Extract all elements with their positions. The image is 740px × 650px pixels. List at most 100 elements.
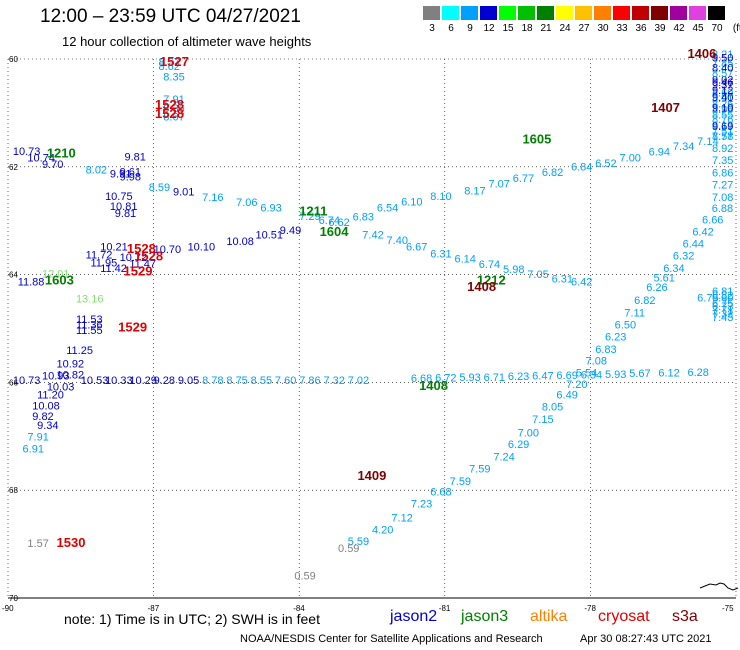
wave-height-label: 5.93 xyxy=(459,372,480,384)
wave-height-label: 9.81 xyxy=(124,151,145,163)
latitude-tick-label: 60 xyxy=(9,55,18,64)
colorbar-label: 9 xyxy=(467,23,473,34)
colorbar-label: 27 xyxy=(578,23,590,34)
wave-height-label: 10.03 xyxy=(47,381,75,393)
wave-height-label: 7.86 xyxy=(299,375,320,387)
wave-height-label: 8.10 xyxy=(430,191,451,203)
colorbar-swatch-30 xyxy=(594,6,612,20)
wave-height-label: 6.31 xyxy=(430,248,451,260)
longitude-tick-label: -87 xyxy=(148,604,160,613)
generation-timestamp: Apr 30 08:27:43 UTC 2021 xyxy=(580,633,712,645)
wave-height-label: 10.92 xyxy=(57,358,85,370)
wave-height-label: 6.31 xyxy=(552,274,573,286)
colorbar-label: 42 xyxy=(673,23,685,34)
longitude-tick-label: -78 xyxy=(584,604,596,613)
wave-height-label: 6.12 xyxy=(658,367,679,379)
latitude-tick-label: 64 xyxy=(9,271,18,280)
wave-height-label: 9.50 xyxy=(712,53,733,65)
wave-height-label: 8.98 xyxy=(712,104,733,116)
wave-height-label: 10.08 xyxy=(32,400,60,412)
wave-height-label: 8.05 xyxy=(542,401,563,413)
wave-height-label: 8.21 xyxy=(712,49,733,61)
wave-height-label: 10.08 xyxy=(226,236,254,248)
longitude-tick-label: -81 xyxy=(439,604,451,613)
wave-height-label: 8.76 xyxy=(712,114,733,126)
graticule-grid xyxy=(7,58,737,599)
pass-time-label: 1527 xyxy=(160,54,189,69)
wave-height-label: 6.68 xyxy=(411,373,432,385)
wave-height-label: 6.42 xyxy=(692,226,713,238)
colorbar-label: 70 xyxy=(711,23,723,34)
colorbar-label: 21 xyxy=(540,23,552,34)
pass-time-label: 1529 xyxy=(118,320,147,335)
wave-height-label: 6.93 xyxy=(260,203,281,215)
wave-height-label: 8.69 xyxy=(712,88,733,100)
pass-time-label: 1605 xyxy=(522,132,551,147)
pass-time-label: 1409 xyxy=(357,468,386,483)
colorbar-swatch-9 xyxy=(461,6,479,20)
wave-height-label: 9.05 xyxy=(178,375,199,387)
colorbar-label: 36 xyxy=(635,23,647,34)
wave-height-label: 9.28 xyxy=(154,375,175,387)
colorbar-swatch-36 xyxy=(632,6,650,20)
latitude-tick-label: 70 xyxy=(9,594,18,603)
wave-height-label: 8.67 xyxy=(163,111,184,123)
wave-height-label: 9.61 xyxy=(120,166,141,178)
pass-time-label: 1408 xyxy=(467,279,496,294)
wave-height-label: 7.08 xyxy=(712,192,733,204)
wave-height-label: 7.05 xyxy=(527,269,548,281)
colorbar-swatch-42 xyxy=(670,6,688,20)
axis-ticks: 60 62 64 66 68 70-90 -87 -84 -81 -78 -75 xyxy=(2,55,734,613)
colorbar-swatch-15 xyxy=(499,6,517,20)
colorbar-label: 33 xyxy=(616,23,628,34)
wave-height-label: 10.74 xyxy=(27,152,55,164)
wave-height-label: 11.72 xyxy=(86,249,113,261)
wave-height-label: 5.59 xyxy=(348,536,369,548)
colorbar-swatch-18 xyxy=(518,6,536,20)
wave-height-label: 7.23 xyxy=(411,498,432,510)
pass-time-label: 1528 xyxy=(155,97,184,112)
colorbar-swatch-70 xyxy=(708,6,726,20)
colorbar-swatch-12 xyxy=(480,6,498,20)
wave-height-label: 9.69 xyxy=(712,121,733,133)
wave-height-label: 7.12 xyxy=(391,512,412,524)
footer-note: note: 1) Time is in UTC; 2) SWH is in fe… xyxy=(64,611,320,627)
wave-height-label: 7.02 xyxy=(348,375,369,387)
pass-time-label: 1528 xyxy=(134,249,163,264)
wave-height-label: 6.73 xyxy=(712,301,733,313)
wave-height-label: 6.26 xyxy=(646,282,667,294)
wave-height-label: 7.91 xyxy=(163,94,184,106)
wave-height-label: 7.11 xyxy=(624,308,645,320)
wave-height-label: 10.53 xyxy=(81,375,109,387)
wave-height-label: 6.32 xyxy=(673,251,694,263)
wave-height-label: 6.23 xyxy=(508,371,529,383)
wave-height-label: 11.55 xyxy=(76,325,103,337)
wave-height-label: 9.82 xyxy=(32,411,53,423)
wave-height-label: 10.82 xyxy=(57,370,85,382)
wave-height-label: 7.29 xyxy=(299,211,320,223)
colorbar-swatch-3 xyxy=(423,6,441,20)
wave-height-label: 8.78 xyxy=(712,131,733,143)
wave-height-label: 7.08 xyxy=(586,356,607,368)
wave-height-label: 6.44 xyxy=(683,239,704,251)
wave-height-label: 12.01 xyxy=(42,268,70,280)
wave-height-label: 7.32 xyxy=(323,375,344,387)
wave-height-label: 9.70 xyxy=(42,159,63,171)
wave-height-label: 8.35 xyxy=(163,72,184,84)
wave-height-label: 7.57 xyxy=(712,131,733,143)
wave-height-label: 6.34 xyxy=(581,370,602,382)
wave-height-label: 8.55 xyxy=(251,375,272,387)
wave-height-label: 6.83 xyxy=(353,212,374,224)
wave-height-label: 8.92 xyxy=(712,143,733,155)
wave-height-label: 7.40 xyxy=(387,235,408,247)
colorbar-label: 3 xyxy=(429,23,435,34)
wave-height-label: 11.95 xyxy=(91,258,118,270)
wave-height-label: 6.84 xyxy=(571,162,592,174)
wave-height-label: 6.82 xyxy=(634,295,655,307)
wave-height-label: 5.93 xyxy=(605,369,626,381)
wave-height-label: 7.24 xyxy=(493,452,514,464)
wave-height-label: 5.67 xyxy=(629,368,650,380)
latitude-tick-label: 62 xyxy=(9,163,18,172)
wave-height-label: 7.00 xyxy=(620,152,641,164)
wave-height-label: 6.54 xyxy=(377,203,398,215)
